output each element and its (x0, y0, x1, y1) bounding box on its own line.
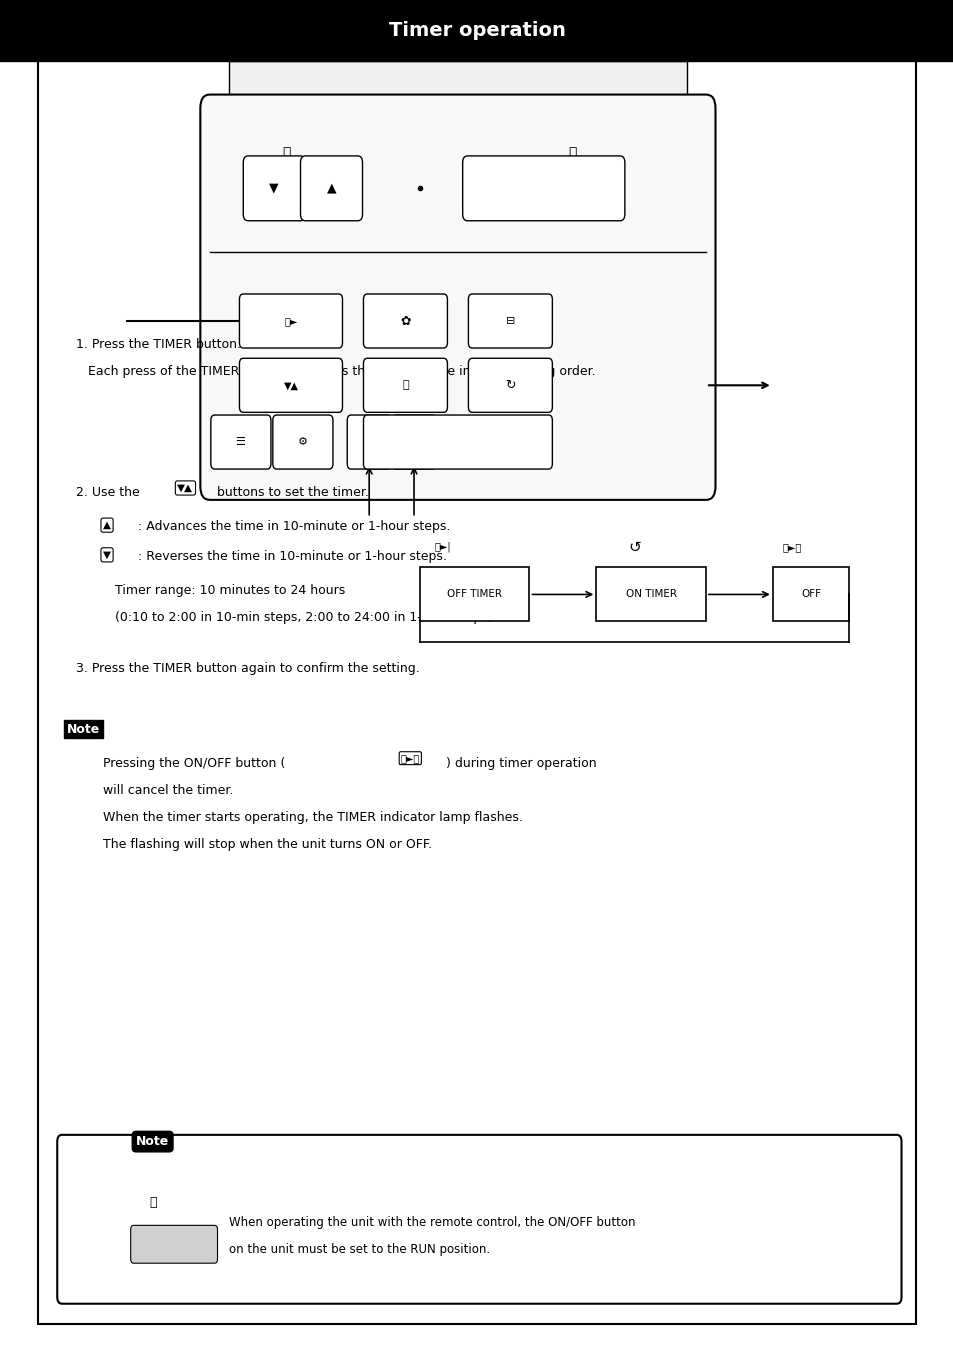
Text: Timer operation: Timer operation (388, 20, 565, 41)
Text: will cancel the timer.: will cancel the timer. (103, 784, 233, 797)
FancyBboxPatch shape (243, 155, 305, 220)
Text: ▼▲: ▼▲ (283, 380, 298, 390)
Text: ⏻: ⏻ (149, 1196, 156, 1209)
Text: ▼: ▼ (269, 182, 278, 195)
Text: ⌛: ⌛ (402, 380, 408, 390)
Text: When the timer starts operating, the TIMER indicator lamp flashes.: When the timer starts operating, the TIM… (103, 811, 522, 824)
Text: ⏱►⏱: ⏱►⏱ (781, 542, 801, 553)
Text: ⏻►⏻: ⏻►⏻ (400, 754, 419, 763)
FancyBboxPatch shape (239, 358, 342, 412)
FancyBboxPatch shape (57, 1135, 901, 1304)
Text: ↺: ↺ (627, 539, 640, 555)
FancyBboxPatch shape (347, 415, 391, 469)
FancyBboxPatch shape (596, 567, 705, 621)
Text: : Advances the time in 10-minute or 1-hour steps.: : Advances the time in 10-minute or 1-ho… (138, 520, 450, 534)
Text: Timer range: 10 minutes to 24 hours: Timer range: 10 minutes to 24 hours (103, 584, 345, 597)
Bar (229, 61, 686, 115)
Text: ▼: ▼ (103, 550, 111, 559)
Text: ) during timer operation: ) during timer operation (445, 757, 596, 770)
Text: When operating the unit with the remote control, the ON/OFF button: When operating the unit with the remote … (229, 1216, 635, 1229)
Text: OFF TIMER: OFF TIMER (447, 589, 501, 600)
FancyBboxPatch shape (273, 415, 333, 469)
FancyBboxPatch shape (468, 358, 552, 412)
FancyBboxPatch shape (468, 295, 552, 349)
Text: ⏱►|: ⏱►| (434, 542, 450, 553)
Text: ▲: ▲ (327, 182, 336, 195)
Text: Note: Note (67, 723, 100, 736)
FancyBboxPatch shape (131, 1225, 217, 1263)
FancyBboxPatch shape (419, 567, 529, 621)
Text: ⚙: ⚙ (298, 436, 308, 447)
FancyBboxPatch shape (363, 358, 447, 412)
Text: ✿: ✿ (399, 315, 411, 327)
Text: buttons to set the timer.: buttons to set the timer. (216, 486, 368, 500)
Text: The flashing will stop when the unit turns ON or OFF.: The flashing will stop when the unit tur… (103, 838, 432, 851)
FancyBboxPatch shape (300, 155, 362, 220)
FancyBboxPatch shape (363, 415, 552, 469)
FancyBboxPatch shape (239, 295, 342, 349)
Bar (0, 0, 953, 61)
Text: ⏻: ⏻ (568, 146, 576, 161)
Text: Pressing the ON/OFF button (: Pressing the ON/OFF button ( (103, 757, 285, 770)
Text: ▲: ▲ (103, 520, 111, 530)
Text: on the unit must be set to the RUN position.: on the unit must be set to the RUN posit… (229, 1243, 490, 1256)
FancyBboxPatch shape (392, 415, 436, 469)
Text: Note: Note (136, 1135, 169, 1148)
Text: 🌡: 🌡 (282, 146, 290, 161)
Text: 3. Press the TIMER button again to confirm the setting.: 3. Press the TIMER button again to confi… (76, 662, 419, 676)
Text: ☰: ☰ (235, 436, 245, 447)
Text: ON TIMER: ON TIMER (625, 589, 676, 600)
Text: : Reverses the time in 10-minute or 1-hour steps.: : Reverses the time in 10-minute or 1-ho… (138, 550, 447, 563)
Text: ⊟: ⊟ (505, 316, 515, 326)
FancyBboxPatch shape (211, 415, 271, 469)
Text: (0:10 to 2:00 in 10-min steps, 2:00 to 24:00 in 1-hour steps): (0:10 to 2:00 in 10-min steps, 2:00 to 2… (103, 611, 492, 624)
Text: ↻: ↻ (504, 378, 516, 392)
Text: ▼▲: ▼▲ (177, 484, 193, 493)
FancyBboxPatch shape (772, 567, 848, 621)
Text: OFF: OFF (801, 589, 820, 600)
Text: 1. Press the TIMER button.: 1. Press the TIMER button. (76, 338, 241, 351)
FancyBboxPatch shape (363, 295, 447, 349)
Text: 2. Use the: 2. Use the (76, 486, 140, 500)
FancyBboxPatch shape (200, 95, 715, 500)
FancyBboxPatch shape (462, 155, 624, 220)
Text: ⏻►: ⏻► (284, 316, 297, 326)
Text: Each press of the TIMER button advances the TIMER mode in the following order.: Each press of the TIMER button advances … (76, 365, 596, 378)
